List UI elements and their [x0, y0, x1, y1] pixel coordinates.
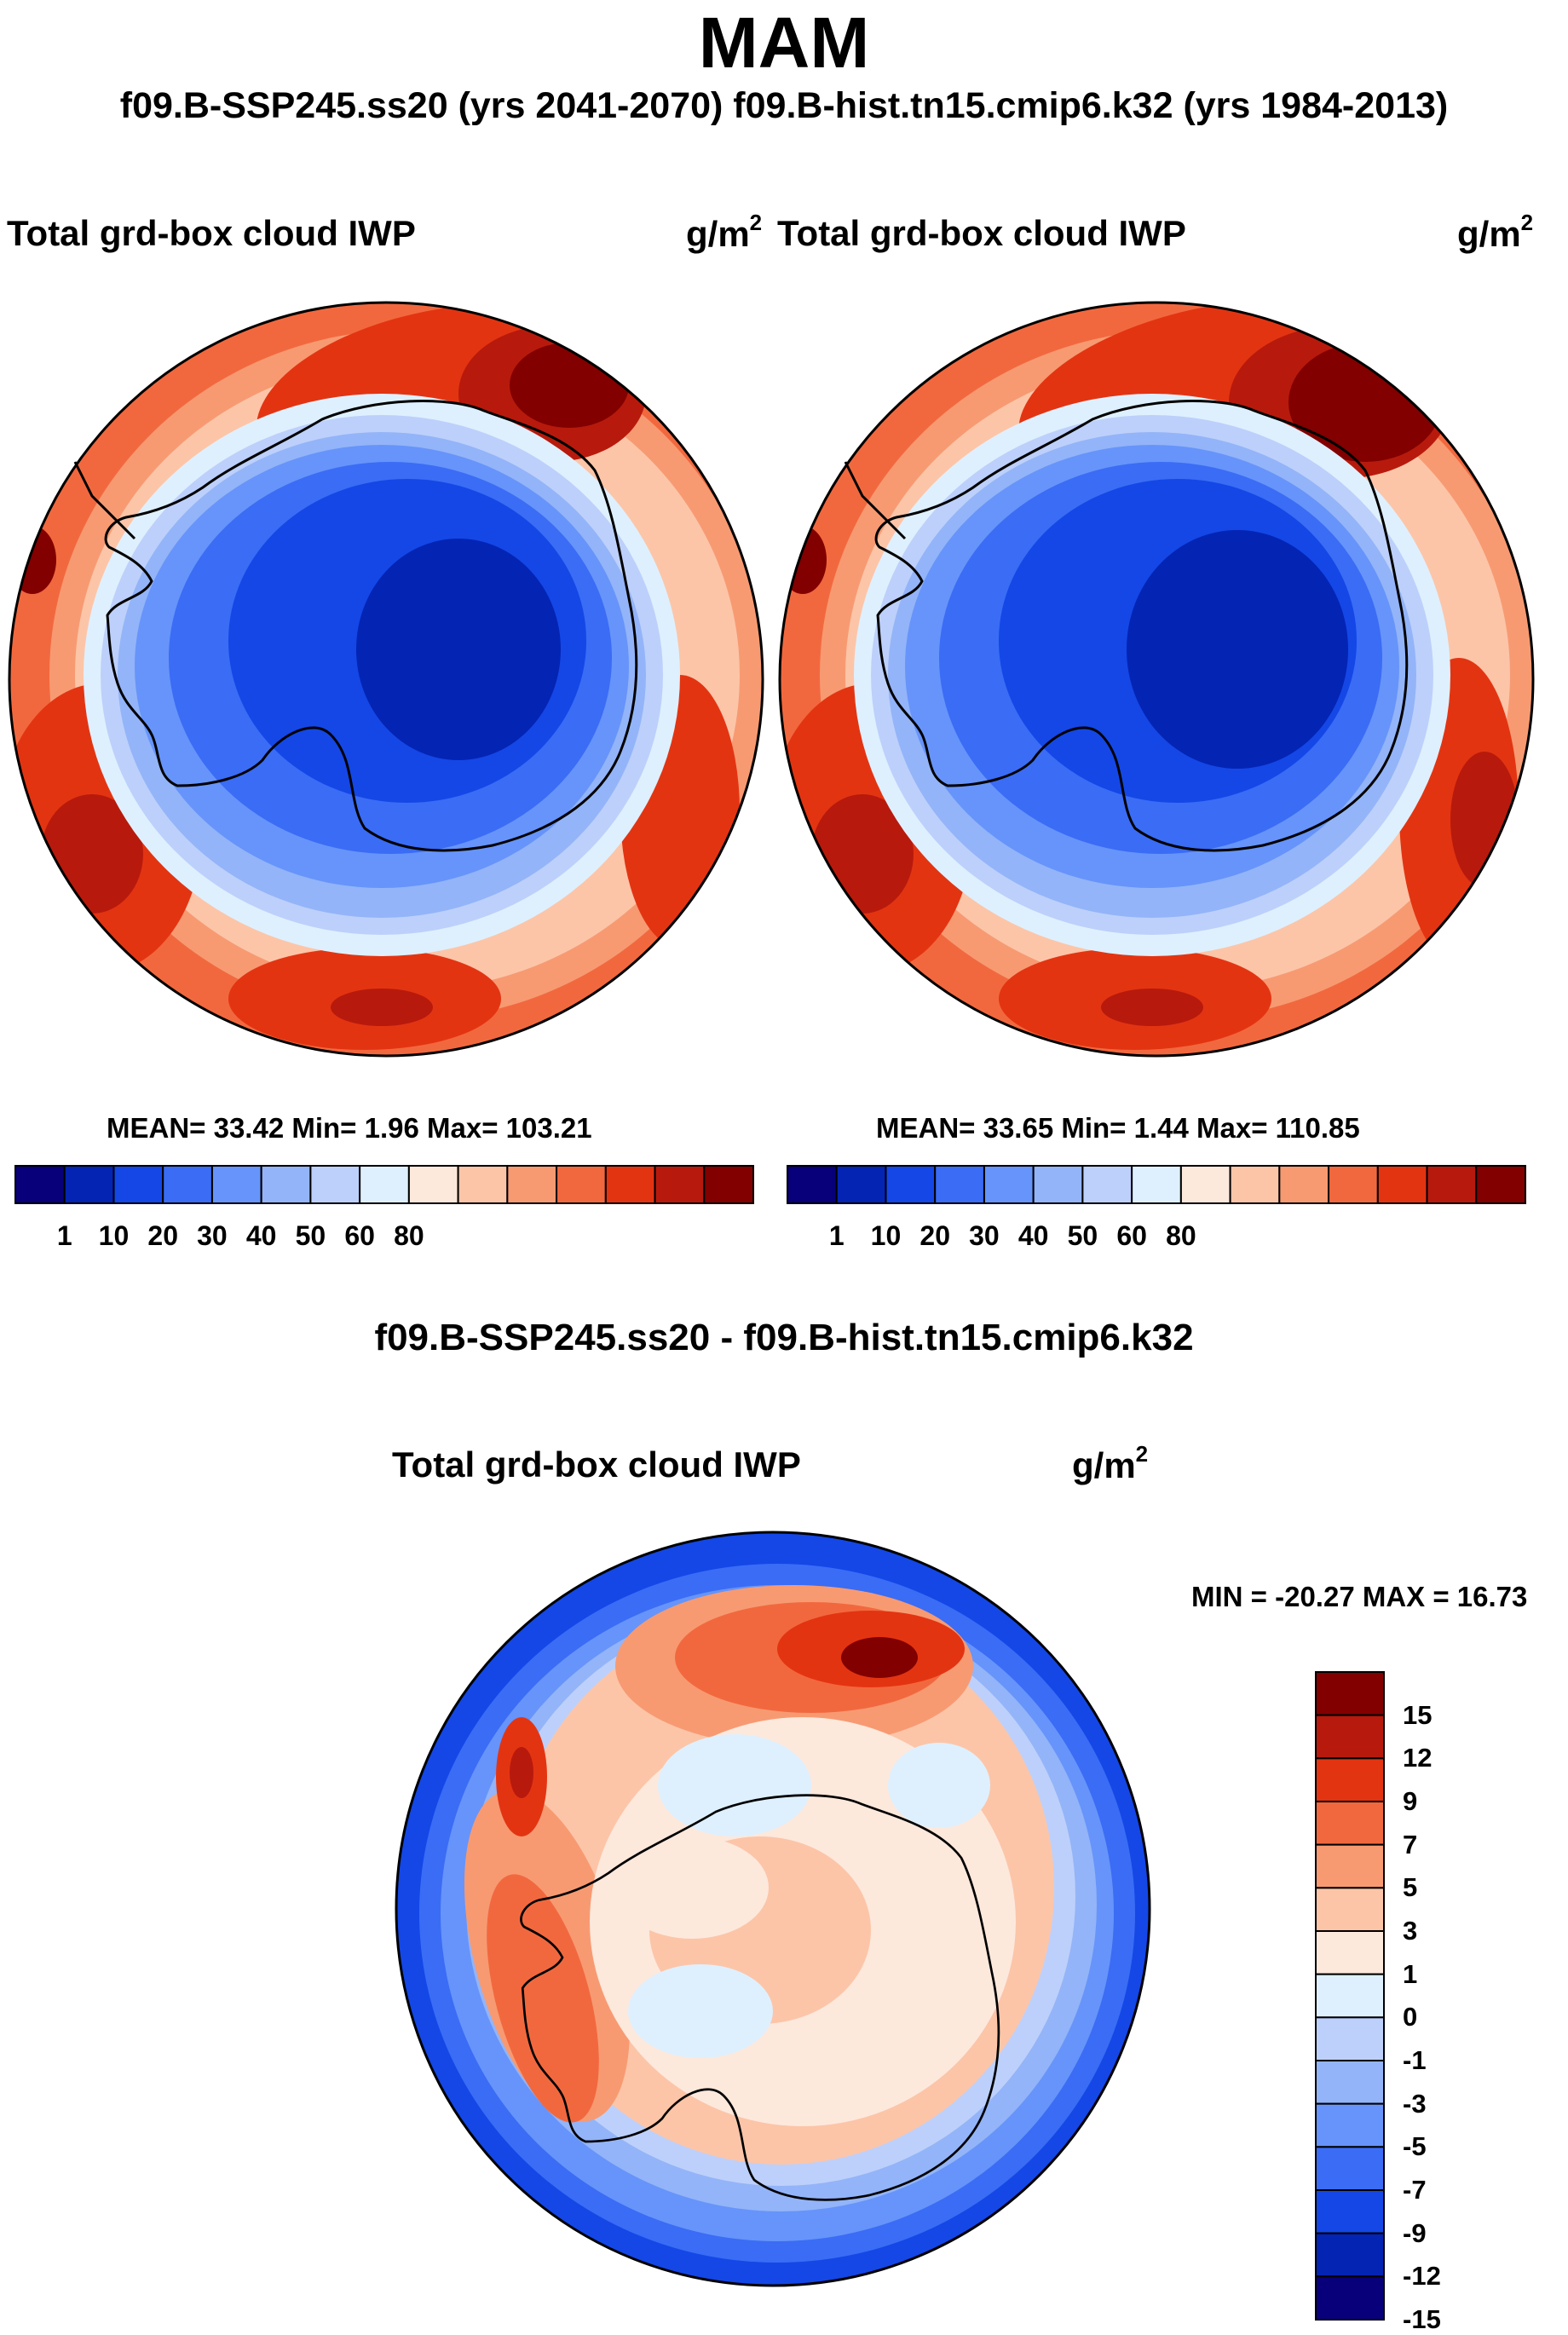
abs-swatch: [1328, 1165, 1379, 1204]
abs-swatch: [1179, 1165, 1231, 1204]
diff-tick-label: -9: [1403, 2217, 1427, 2248]
diff-swatch: [1315, 2016, 1385, 2062]
diff-swatch: [1315, 1671, 1385, 1716]
abs-swatch: [1475, 1165, 1526, 1204]
diff-swatch: [1315, 1930, 1385, 1975]
diff-swatch: [1315, 1714, 1385, 1760]
abs-swatch: [885, 1165, 937, 1204]
abs-swatch: [1081, 1165, 1133, 1204]
abs-tick-label: 50: [295, 1220, 326, 1251]
abs-swatch: [162, 1165, 213, 1204]
abs-swatch: [1032, 1165, 1084, 1204]
figure-title: MAM: [698, 3, 870, 83]
difference-title: f09.B-SSP245.ss20 - f09.B-hist.tn15.cmip…: [374, 1317, 1194, 1358]
abs-swatch: [835, 1165, 887, 1204]
abs-swatch: [210, 1165, 262, 1204]
abs-swatch: [787, 1165, 838, 1204]
panel-difference-stats: MIN = -20.27 MAX = 16.73: [1191, 1581, 1528, 1612]
abs-swatch: [1229, 1165, 1281, 1204]
diff-tick-label: -15: [1403, 2304, 1441, 2334]
abs-tick-label: 30: [969, 1220, 1000, 1251]
diff-swatch: [1315, 2146, 1385, 2191]
diff-swatch: [1315, 2275, 1385, 2321]
abs-swatch: [604, 1165, 656, 1204]
abs-tick-label: 80: [394, 1220, 424, 1251]
panel-historical-units: g/m2: [1457, 210, 1534, 254]
abs-tick-label: 40: [1017, 1220, 1049, 1251]
abs-swatch: [260, 1165, 312, 1204]
abs-swatch: [1131, 1165, 1182, 1204]
abs-swatch: [506, 1165, 558, 1204]
panel-future-stats: MEAN= 33.42 Min= 1.96 Max= 103.21: [107, 1112, 592, 1144]
abs-swatch: [407, 1165, 459, 1204]
abs-tick-label: 40: [245, 1220, 277, 1251]
abs-tick-label: 60: [344, 1220, 375, 1251]
figure-subtitle: f09.B-SSP245.ss20 (yrs 2041-2070) f09.B-…: [119, 85, 1449, 126]
panel-future-title: Total grd-box cloud IWP: [7, 213, 416, 253]
diff-swatch: [1315, 2102, 1385, 2148]
polar-map-future: [8, 301, 764, 1058]
abs-swatch: [63, 1165, 115, 1204]
panel-difference-units: g/m2: [1072, 1441, 1149, 1485]
diff-tick-label: -3: [1403, 2088, 1427, 2119]
abs-swatch: [309, 1165, 361, 1204]
abs-swatch: [556, 1165, 607, 1204]
colorbar-difference: [1315, 1671, 1385, 2321]
abs-swatch: [112, 1165, 164, 1204]
diff-tick-label: -5: [1403, 2131, 1427, 2162]
diff-swatch: [1315, 1801, 1385, 1846]
abs-swatch: [934, 1165, 985, 1204]
abs-swatch: [1278, 1165, 1330, 1204]
polar-map-historical: [778, 301, 1535, 1058]
diff-swatch: [1315, 2060, 1385, 2105]
abs-swatch: [654, 1165, 706, 1204]
abs-swatch: [1426, 1165, 1478, 1204]
abs-swatch: [359, 1165, 410, 1204]
abs-swatch: [14, 1165, 66, 1204]
diff-swatch: [1315, 1973, 1385, 2019]
diff-tick-label: -1: [1403, 2045, 1427, 2075]
diff-swatch: [1315, 2232, 1385, 2278]
abs-tick-label: 1: [56, 1220, 72, 1251]
abs-tick-label: 1: [828, 1220, 845, 1251]
abs-tick-label: 60: [1116, 1220, 1147, 1251]
panel-historical-title: Total grd-box cloud IWP: [777, 213, 1186, 253]
abs-tick-label: 20: [919, 1220, 950, 1251]
diff-tick-label: 0: [1403, 2002, 1418, 2032]
abs-swatch: [1376, 1165, 1428, 1204]
abs-tick-label: 10: [98, 1220, 130, 1251]
diff-tick-label: 12: [1403, 1743, 1433, 1773]
panel-future-units: g/m2: [686, 210, 763, 254]
diff-tick-label: -7: [1403, 2175, 1427, 2205]
abs-swatch: [457, 1165, 509, 1204]
diff-tick-label: 15: [1403, 1699, 1433, 1730]
polar-map-difference: [395, 1531, 1151, 2287]
diff-swatch: [1315, 1843, 1385, 1889]
diff-tick-label: 7: [1403, 1829, 1418, 1859]
abs-tick-label: 80: [1166, 1220, 1196, 1251]
colorbar-historical: [787, 1165, 1526, 1204]
diff-swatch: [1315, 1757, 1385, 1803]
diff-swatch: [1315, 2189, 1385, 2234]
diff-swatch: [1315, 1887, 1385, 1932]
abs-tick-label: 20: [147, 1220, 178, 1251]
abs-swatch: [983, 1165, 1035, 1204]
diff-tick-label: 1: [1403, 1958, 1418, 1989]
abs-tick-label: 10: [870, 1220, 902, 1251]
abs-tick-label: 50: [1067, 1220, 1098, 1251]
abs-tick-label: 30: [197, 1220, 228, 1251]
panel-difference-title: Total grd-box cloud IWP: [392, 1444, 801, 1485]
diff-tick-label: 9: [1403, 1786, 1418, 1816]
diff-tick-label: 3: [1403, 1916, 1418, 1946]
diff-tick-label: -12: [1403, 2261, 1441, 2292]
abs-swatch: [703, 1165, 754, 1204]
colorbar-future: [14, 1165, 754, 1204]
diff-tick-label: 5: [1403, 1872, 1418, 1903]
panel-historical-stats: MEAN= 33.65 Min= 1.44 Max= 110.85: [876, 1112, 1360, 1144]
